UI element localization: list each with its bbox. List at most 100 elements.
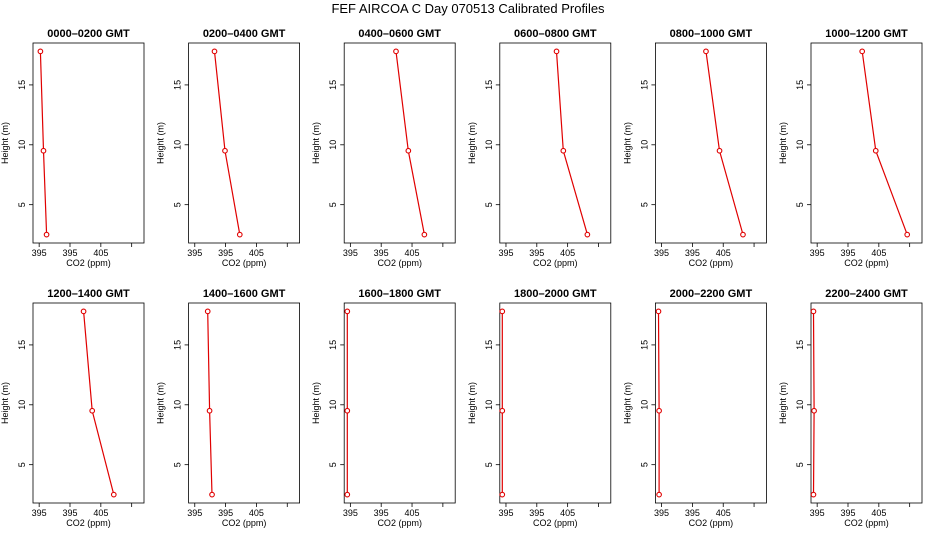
profile-point — [716, 147, 723, 154]
profile-point — [405, 147, 412, 154]
y-axis-label: Height (m) — [622, 382, 632, 424]
y-axis-label: Height (m) — [156, 382, 166, 424]
x-axis-label: CO2 (ppm) — [66, 518, 111, 528]
profile-point — [344, 491, 351, 498]
x-tick-label: 395 — [840, 508, 855, 518]
profile-point — [703, 48, 709, 55]
x-tick-label: 405 — [93, 508, 108, 518]
y-tick-label: 10 — [484, 400, 494, 410]
y-axis-label: Height (m) — [311, 382, 321, 424]
y-tick-label: 15 — [484, 80, 494, 90]
profile-point — [811, 407, 817, 414]
x-tick-label: 405 — [871, 508, 886, 518]
x-axis-label: CO2 (ppm) — [844, 518, 889, 528]
profile-point — [499, 407, 506, 414]
y-tick-label: 15 — [17, 80, 27, 90]
y-tick-label: 15 — [795, 80, 805, 90]
x-tick-label: 395 — [654, 248, 669, 258]
x-tick-label: 405 — [249, 508, 264, 518]
profile-line — [213, 51, 241, 235]
x-axis-label: CO2 (ppm) — [66, 258, 111, 268]
panel-frame — [343, 42, 456, 244]
y-axis-label: Height (m) — [311, 122, 321, 164]
profile-point — [553, 48, 560, 55]
y-tick-label: 5 — [328, 202, 338, 207]
profile-point — [110, 491, 117, 498]
y-tick-label: 10 — [328, 400, 338, 410]
panel-title: 1000–1200 GMT — [825, 28, 908, 40]
x-tick-label: 395 — [685, 508, 700, 518]
profile-point — [344, 308, 351, 315]
y-axis-label: Height (m) — [156, 122, 166, 164]
y-tick-label: 5 — [484, 202, 494, 207]
profile-line — [207, 311, 213, 495]
panel-title: 1800–2000 GMT — [514, 288, 597, 300]
x-tick-label: 395 — [654, 508, 669, 518]
y-tick-label: 15 — [639, 80, 649, 90]
x-tick-label: 405 — [560, 248, 575, 258]
panel-title: 0000–0200 GMT — [47, 28, 130, 40]
x-tick-label: 395 — [810, 508, 825, 518]
x-tick-label: 395 — [32, 508, 47, 518]
panel-frame — [655, 42, 767, 244]
y-tick-label: 5 — [17, 202, 27, 207]
y-axis-label: Height (m) — [467, 122, 477, 164]
x-axis-label: CO2 (ppm) — [844, 258, 889, 268]
profile-point — [206, 407, 213, 414]
panel-title: 1200–1400 GMT — [47, 288, 130, 300]
panel-title: 1600–1800 GMT — [358, 288, 441, 300]
x-tick-label: 395 — [498, 248, 513, 258]
x-tick-label: 395 — [218, 508, 233, 518]
x-tick-label: 395 — [343, 508, 358, 518]
profile-point — [740, 231, 746, 238]
x-tick-label: 405 — [405, 508, 420, 518]
panel-frame — [810, 302, 923, 504]
profile-point — [236, 231, 243, 238]
panel-title: 0600–0800 GMT — [514, 28, 597, 40]
x-tick-label: 405 — [560, 508, 575, 518]
profile-line — [861, 51, 908, 235]
y-tick-label: 5 — [795, 202, 805, 207]
profile-point — [421, 231, 428, 238]
y-axis-label: Height (m) — [778, 382, 788, 424]
x-tick-label: 395 — [810, 248, 825, 258]
profile-line — [812, 311, 815, 495]
panel-title: 1400–1600 GMT — [203, 288, 286, 300]
x-tick-label: 395 — [32, 248, 47, 258]
y-tick-label: 5 — [17, 462, 27, 467]
y-tick-label: 10 — [173, 400, 183, 410]
y-tick-label: 5 — [173, 202, 183, 207]
profile-point — [872, 147, 879, 154]
panel-frame — [343, 302, 456, 504]
profile-point — [37, 48, 44, 55]
profile-line — [555, 51, 588, 235]
profile-point — [344, 407, 351, 414]
x-axis-label: CO2 (ppm) — [377, 518, 422, 528]
profile-point — [40, 147, 47, 154]
y-tick-label: 10 — [795, 400, 805, 410]
panel-frame — [655, 302, 767, 504]
profile-point — [560, 147, 567, 154]
profile-point — [655, 308, 662, 315]
profile-line — [657, 311, 660, 495]
x-tick-label: 395 — [840, 248, 855, 258]
profile-point — [209, 491, 215, 498]
x-tick-label: 395 — [374, 508, 389, 518]
profile-point — [656, 491, 662, 498]
y-axis-label: Height (m) — [622, 122, 632, 164]
x-axis-label: CO2 (ppm) — [222, 258, 267, 268]
panel-title: 0200–0400 GMT — [203, 28, 286, 40]
profile-point — [222, 147, 228, 154]
x-tick-label: 395 — [187, 248, 202, 258]
y-tick-label: 5 — [639, 462, 649, 467]
figure-title: FEF AIRCOA C Day 070513 Calibrated Profi… — [331, 1, 605, 16]
y-axis-label: Height (m) — [0, 122, 10, 164]
x-axis-label: CO2 (ppm) — [533, 518, 578, 528]
y-tick-label: 5 — [173, 462, 183, 467]
x-tick-label: 405 — [871, 248, 886, 258]
x-tick-label: 395 — [62, 248, 77, 258]
y-tick-label: 10 — [173, 140, 183, 150]
profile-point — [904, 231, 911, 238]
